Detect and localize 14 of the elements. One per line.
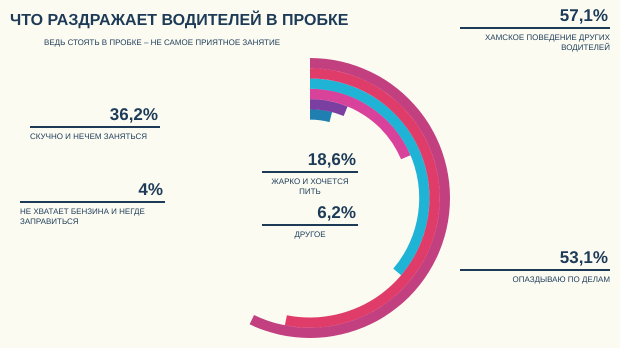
data-label: 36,2%	[30, 105, 160, 128]
category-label: ДРУГОЕ	[293, 230, 327, 240]
category-label: ЖАРКО И ХОЧЕТСЯ ПИТЬ	[270, 177, 350, 197]
category-label: СКУЧНО И НЕЧЕМ ЗАНЯТЬСЯ	[30, 132, 148, 142]
category-label: ОПАЗДЫВАЮ ПО ДЕЛАМ	[512, 275, 610, 285]
category-label: НЕ ХВАТАЕТ БЕНЗИНА И НЕГДЕ ЗАПРАВИТЬСЯ	[20, 207, 146, 227]
data-label: 57,1%	[460, 6, 610, 29]
data-label: 6,2%	[262, 203, 358, 226]
data-label: 18,6%	[262, 150, 358, 173]
text: ВЕДЬ СТОЯТЬ В ПРОБКЕ – НЕ САМОЕ ПРИЯТНОЕ ЗАНЯТИЕ	[44, 38, 280, 47]
data-label: 4%	[20, 180, 165, 203]
text: ЧТО РАЗДРАЖАЕТ ВОДИТЕЛЕЙ В ПРОБКЕ	[10, 12, 348, 30]
category-label: ХАМСКОЕ ПОВЕДЕНИЕ ДРУГИХ ВОДИТЕЛЕЙ	[484, 33, 610, 53]
data-label: 53,1%	[460, 248, 610, 271]
